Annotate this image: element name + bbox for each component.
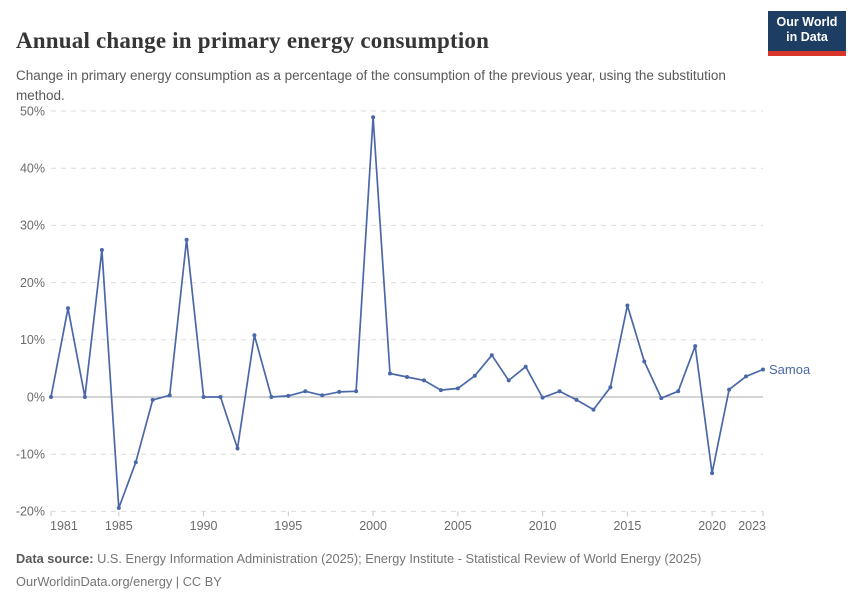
- chart-subtitle: Change in primary energy consumption as …: [16, 67, 726, 103]
- data-source-text: U.S. Energy Information Administration (…: [97, 551, 702, 566]
- data-point: [523, 364, 528, 369]
- data-point: [659, 396, 664, 401]
- data-point: [82, 395, 87, 399]
- data-point: [201, 395, 206, 399]
- owid-logo[interactable]: Our World in Data: [768, 11, 846, 56]
- series-end-label: Samoa: [769, 362, 811, 377]
- data-point: [286, 393, 291, 398]
- x-tick-label: 1985: [105, 519, 133, 533]
- y-tick-label: 10%: [20, 333, 45, 347]
- data-point: [269, 395, 274, 399]
- license-line: OurWorldinData.org/energy | CC BY: [16, 570, 836, 593]
- data-point: [608, 385, 613, 390]
- data-point: [710, 471, 715, 476]
- x-tick-label: 2000: [359, 519, 387, 533]
- data-point: [693, 344, 698, 349]
- logo-line1: Our World: [776, 15, 838, 29]
- y-tick-label: 30%: [20, 219, 45, 233]
- data-point: [303, 389, 308, 394]
- data-point: [472, 373, 477, 378]
- y-tick-label: -10%: [16, 448, 45, 462]
- separator: |: [172, 574, 183, 589]
- x-tick-label: 1981: [50, 519, 78, 533]
- data-point: [337, 389, 342, 394]
- data-point: [184, 237, 189, 242]
- data-point: [676, 389, 681, 394]
- chart-title: Annual change in primary energy consumpt…: [16, 28, 490, 54]
- data-point: [371, 115, 376, 120]
- chart-footer: Data source: U.S. Energy Information Adm…: [16, 547, 836, 593]
- data-source-label: Data source:: [16, 551, 94, 566]
- data-point: [218, 395, 223, 399]
- data-point: [744, 374, 748, 379]
- x-tick-label: 2010: [529, 519, 557, 533]
- y-tick-label: 20%: [20, 276, 45, 290]
- data-point: [66, 306, 70, 311]
- data-point: [116, 506, 121, 510]
- series-line: [50, 116, 764, 509]
- x-tick-label: 2020: [698, 519, 726, 533]
- data-point: [167, 393, 172, 398]
- data-point: [99, 248, 104, 252]
- data-point: [455, 386, 460, 391]
- data-point: [235, 446, 240, 451]
- data-point: [388, 371, 392, 376]
- data-point: [557, 389, 562, 394]
- x-tick-label: 1990: [190, 519, 218, 533]
- data-point: [540, 395, 545, 400]
- data-point: [625, 303, 630, 308]
- x-tick-label: 2023: [738, 519, 766, 533]
- y-tick-label: -20%: [16, 505, 45, 519]
- data-point: [506, 378, 511, 383]
- y-tick-label: 50%: [20, 104, 45, 118]
- data-point: [438, 388, 443, 393]
- data-point: [727, 387, 732, 392]
- data-point: [761, 367, 765, 372]
- y-tick-label: 0%: [27, 390, 45, 404]
- data-point: [489, 353, 494, 358]
- owid-energy-link[interactable]: OurWorldinData.org/energy: [16, 574, 173, 589]
- data-point: [574, 397, 579, 402]
- source-line: Data source: U.S. Energy Information Adm…: [16, 547, 836, 570]
- x-tick-label: 1995: [274, 519, 302, 533]
- y-tick-label: 40%: [20, 162, 45, 176]
- data-point: [150, 397, 155, 402]
- data-point: [405, 375, 409, 379]
- data-point: [252, 333, 257, 338]
- data-point: [320, 393, 325, 398]
- data-point: [49, 395, 53, 399]
- license-text: CC BY: [182, 574, 222, 589]
- data-point: [133, 460, 138, 465]
- x-tick-label: 2015: [613, 519, 641, 533]
- data-point: [642, 359, 647, 364]
- data-point: [422, 378, 426, 383]
- x-tick-label: 2005: [444, 519, 472, 533]
- data-point: [354, 389, 359, 394]
- logo-line2: in Data: [786, 30, 828, 44]
- data-point: [591, 407, 596, 412]
